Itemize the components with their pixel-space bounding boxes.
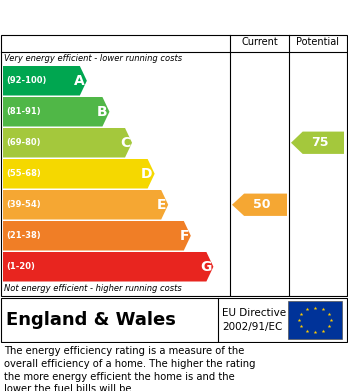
Text: G: G (200, 260, 211, 274)
Polygon shape (3, 128, 132, 158)
Text: F: F (179, 229, 189, 243)
Text: Energy Efficiency Rating: Energy Efficiency Rating (8, 8, 237, 26)
Polygon shape (232, 194, 287, 216)
Text: B: B (97, 105, 108, 119)
Text: Potential: Potential (296, 37, 339, 47)
Text: (1-20): (1-20) (6, 262, 35, 271)
Text: (21-38): (21-38) (6, 231, 41, 240)
Polygon shape (3, 97, 109, 127)
Polygon shape (291, 132, 344, 154)
Text: 2002/91/EC: 2002/91/EC (222, 322, 282, 332)
Text: Very energy efficient - lower running costs: Very energy efficient - lower running co… (4, 54, 182, 63)
Text: Current: Current (241, 37, 278, 47)
Polygon shape (3, 252, 213, 282)
Text: Not energy efficient - higher running costs: Not energy efficient - higher running co… (4, 284, 182, 293)
Text: C: C (120, 136, 130, 150)
Text: (39-54): (39-54) (6, 200, 41, 209)
Polygon shape (3, 66, 87, 95)
Text: (81-91): (81-91) (6, 107, 41, 116)
Polygon shape (3, 159, 155, 188)
Polygon shape (3, 221, 191, 251)
Text: E: E (157, 198, 166, 212)
Text: 50: 50 (253, 198, 271, 211)
Bar (288, 301, 342, 339)
Polygon shape (3, 190, 168, 219)
Text: D: D (141, 167, 153, 181)
Text: A: A (74, 74, 85, 88)
Text: (92-100): (92-100) (6, 76, 46, 85)
Text: EU Directive: EU Directive (222, 308, 286, 318)
Text: (55-68): (55-68) (6, 169, 41, 178)
Text: 75: 75 (311, 136, 329, 149)
Text: The energy efficiency rating is a measure of the
overall efficiency of a home. T: The energy efficiency rating is a measur… (4, 346, 255, 391)
Text: England & Wales: England & Wales (6, 311, 176, 329)
Text: (69-80): (69-80) (6, 138, 40, 147)
